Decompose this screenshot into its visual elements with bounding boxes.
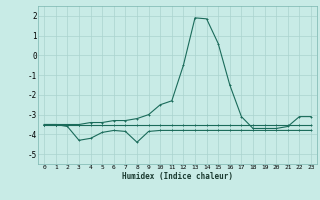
X-axis label: Humidex (Indice chaleur): Humidex (Indice chaleur) <box>122 172 233 181</box>
